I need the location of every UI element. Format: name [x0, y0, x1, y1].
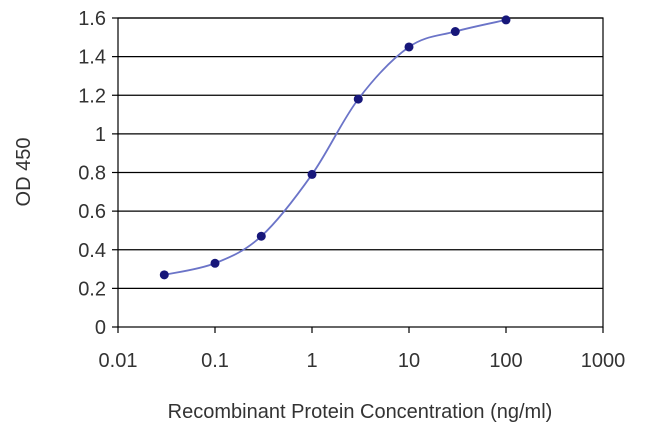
y-tick-label: 1.6 [78, 8, 106, 30]
y-tick-label: 0.8 [78, 163, 106, 185]
data-point [353, 94, 363, 104]
y-tick-label: 1.4 [78, 47, 106, 69]
y-tick-label: 0.6 [78, 201, 106, 223]
data-point [404, 42, 414, 52]
y-tick-label: 0.2 [78, 278, 106, 300]
y-tick-label: 1 [95, 124, 106, 146]
data-point [450, 27, 460, 37]
plot-frame [117, 17, 604, 328]
x-tick-label: 0.01 [99, 350, 138, 372]
x-tick-labels: 0.01 0.1 1 10 100 1000 [99, 350, 626, 372]
y-tick-labels: 0 0.2 0.4 0.6 0.8 1 1.2 1.4 1.6 [78, 8, 106, 339]
y-tick-label: 0.4 [78, 240, 106, 262]
x-tick-label: 10 [398, 350, 420, 372]
x-tick-label: 1 [306, 350, 317, 372]
data-point [210, 258, 220, 268]
data-point [159, 270, 169, 280]
data-point [307, 169, 317, 179]
data-point [501, 15, 511, 25]
y-axis-title: OD 450 [13, 138, 35, 207]
y-tick-label: 1.2 [78, 85, 106, 107]
axes [112, 17, 604, 333]
y-tick-label: 0 [95, 317, 106, 339]
series [159, 15, 511, 280]
x-tick-label: 100 [489, 350, 522, 372]
series-line [164, 19, 507, 276]
data-point [256, 231, 266, 241]
x-tick-label: 1000 [581, 350, 626, 372]
x-tick-label: 0.1 [201, 350, 229, 372]
x-axis-title: Recombinant Protein Concentration (ng/ml… [168, 401, 553, 423]
